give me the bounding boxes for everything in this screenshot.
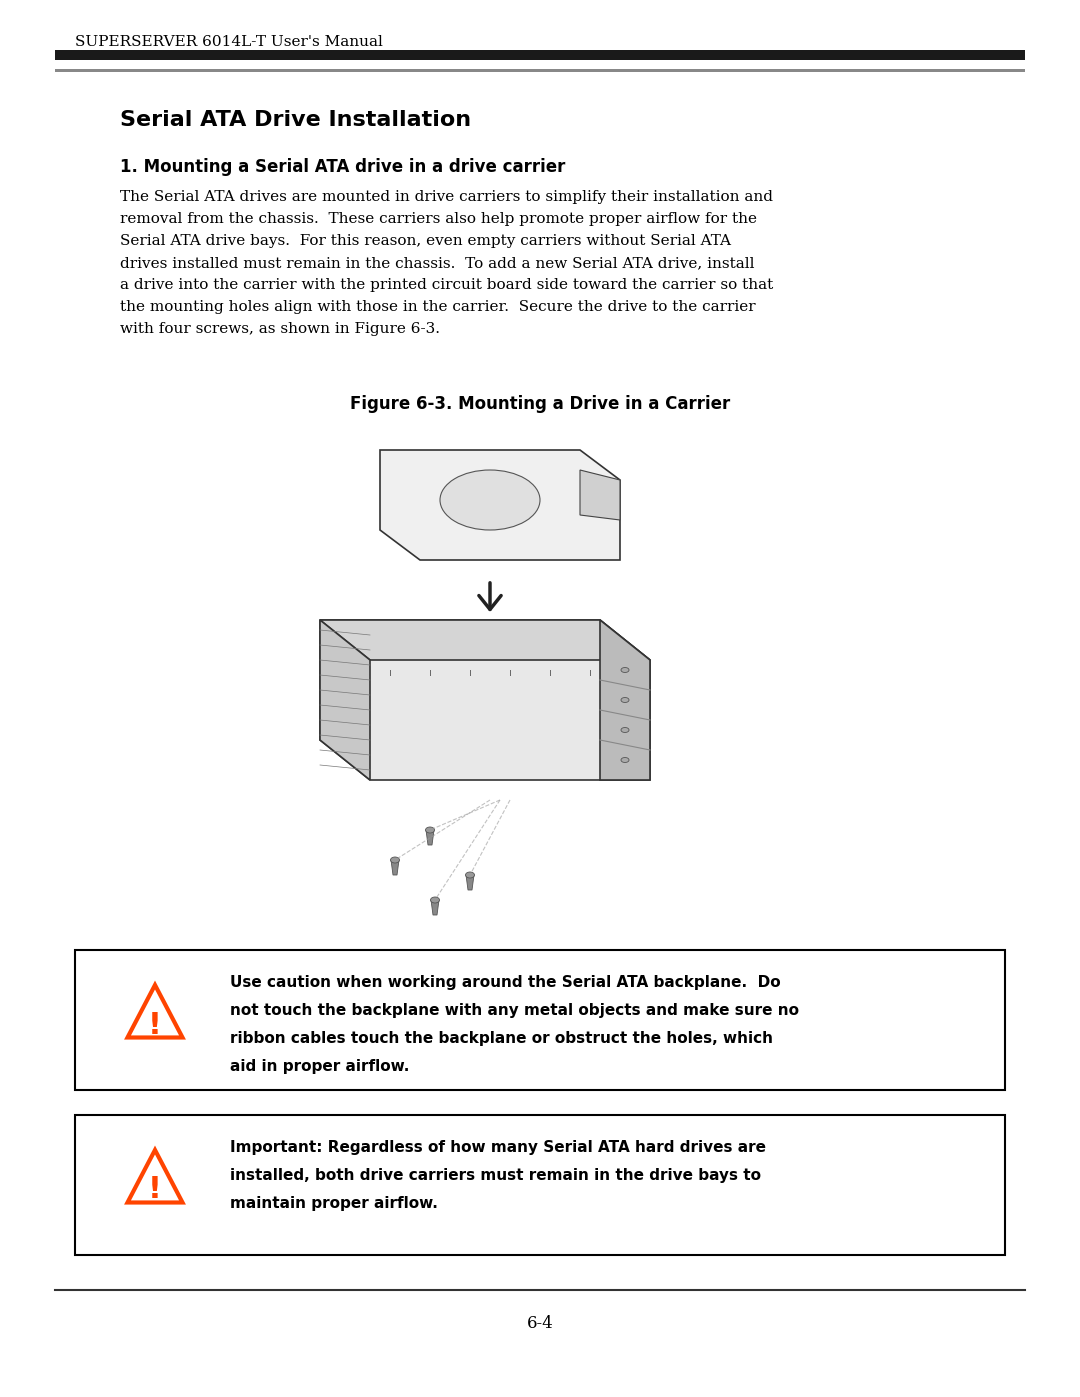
Polygon shape [465,875,474,890]
Text: a drive into the carrier with the printed circuit board side toward the carrier : a drive into the carrier with the printe… [120,278,773,292]
FancyBboxPatch shape [75,950,1005,1090]
Text: !: ! [148,1010,162,1039]
Ellipse shape [426,827,434,833]
Text: ribbon cables touch the backplane or obstruct the holes, which: ribbon cables touch the backplane or obs… [230,1031,773,1046]
Ellipse shape [465,872,474,877]
Text: !: ! [148,1175,162,1204]
FancyArrowPatch shape [478,583,501,609]
Text: 6-4: 6-4 [527,1315,553,1331]
Ellipse shape [440,469,540,529]
Text: not touch the backplane with any metal objects and make sure no: not touch the backplane with any metal o… [230,1003,799,1018]
Polygon shape [320,620,650,659]
Text: installed, both drive carriers must remain in the drive bays to: installed, both drive carriers must rema… [230,1168,761,1183]
Ellipse shape [621,757,629,763]
Text: Figure 6-3. Mounting a Drive in a Carrier: Figure 6-3. Mounting a Drive in a Carrie… [350,395,730,414]
Ellipse shape [431,897,440,902]
Text: drives installed must remain in the chassis.  To add a new Serial ATA drive, ins: drives installed must remain in the chas… [120,256,755,270]
Polygon shape [426,830,434,845]
Polygon shape [431,900,438,915]
Text: 1. Mounting a Serial ATA drive in a drive carrier: 1. Mounting a Serial ATA drive in a driv… [120,158,565,176]
Ellipse shape [391,856,400,863]
Polygon shape [600,620,650,780]
Text: Serial ATA Drive Installation: Serial ATA Drive Installation [120,110,471,130]
Ellipse shape [621,668,629,672]
Polygon shape [127,1150,183,1203]
Text: Important: Regardless of how many Serial ATA hard drives are: Important: Regardless of how many Serial… [230,1140,766,1155]
Ellipse shape [621,728,629,732]
Text: the mounting holes align with those in the carrier.  Secure the drive to the car: the mounting holes align with those in t… [120,300,756,314]
Text: Use caution when working around the Serial ATA backplane.  Do: Use caution when working around the Seri… [230,975,781,990]
Polygon shape [127,985,183,1038]
Text: with four screws, as shown in Figure 6-3.: with four screws, as shown in Figure 6-3… [120,321,440,337]
Text: SUPERSERVER 6014L-T User's Manual: SUPERSERVER 6014L-T User's Manual [75,35,383,49]
Polygon shape [391,861,399,875]
Text: removal from the chassis.  These carriers also help promote proper airflow for t: removal from the chassis. These carriers… [120,212,757,226]
Polygon shape [580,469,620,520]
Text: aid in proper airflow.: aid in proper airflow. [230,1059,409,1074]
Text: Serial ATA drive bays.  For this reason, even empty carriers without Serial ATA: Serial ATA drive bays. For this reason, … [120,235,731,249]
Polygon shape [320,620,370,780]
Text: The Serial ATA drives are mounted in drive carriers to simplify their installati: The Serial ATA drives are mounted in dri… [120,190,773,204]
Text: maintain proper airflow.: maintain proper airflow. [230,1196,437,1211]
Polygon shape [380,450,620,560]
FancyBboxPatch shape [75,1115,1005,1255]
Bar [55,68,1025,73]
Polygon shape [320,620,650,780]
Bar [55,50,1025,60]
Ellipse shape [621,697,629,703]
